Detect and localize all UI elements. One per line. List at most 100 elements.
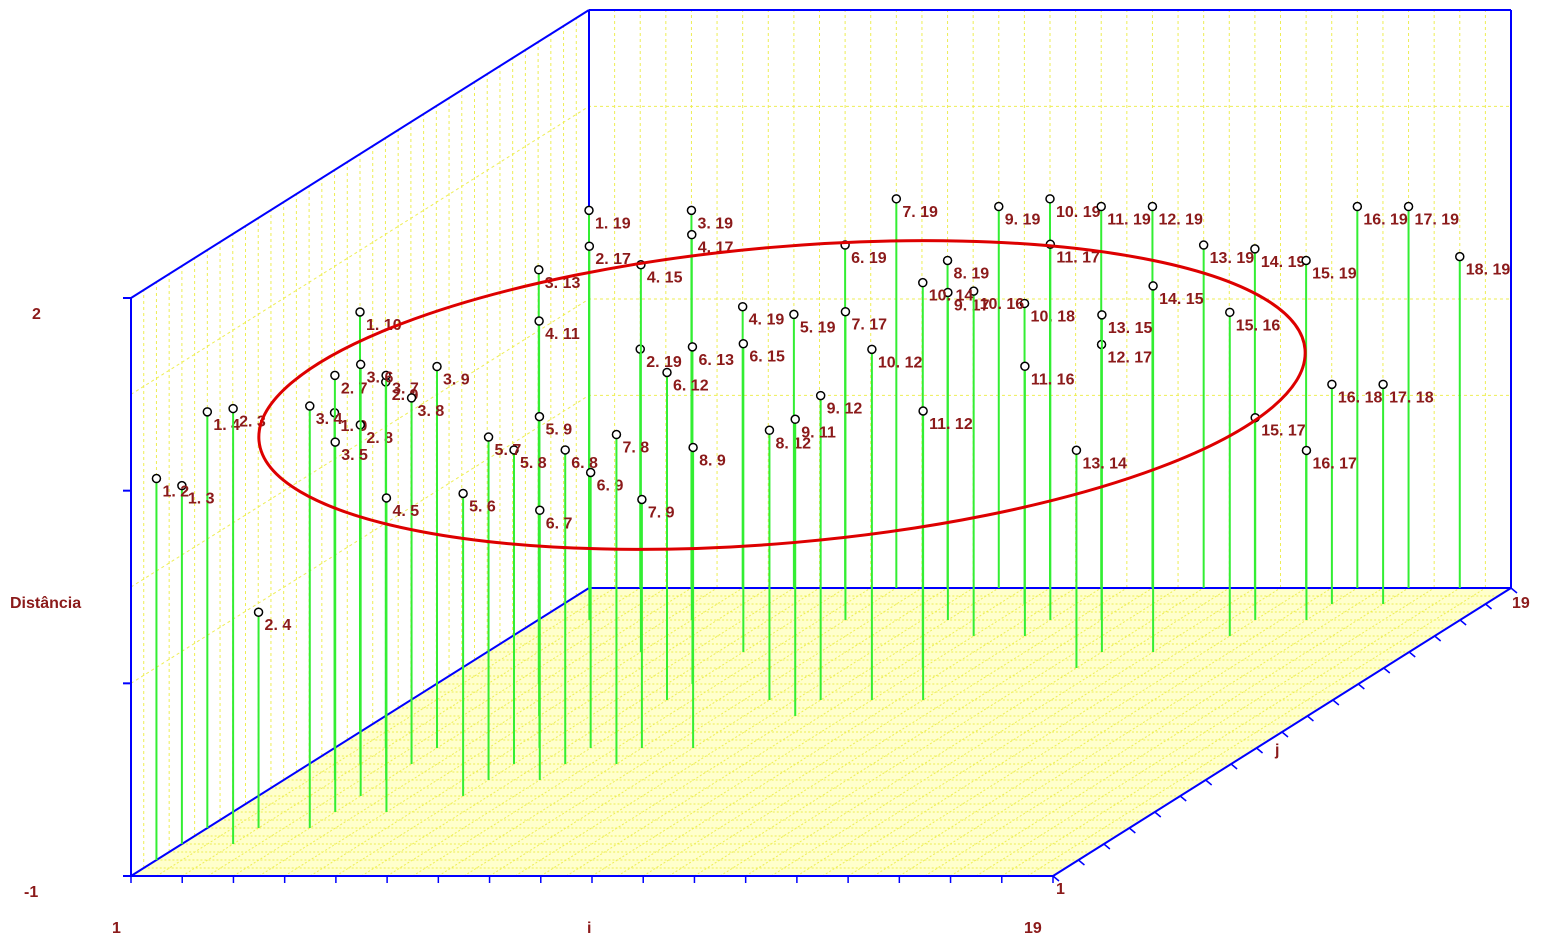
data-point: 7. 9 bbox=[637, 494, 675, 748]
data-point: 13. 15 bbox=[1097, 310, 1153, 652]
point-label: 13. 14 bbox=[1082, 455, 1127, 472]
point-marker bbox=[789, 309, 799, 320]
point-marker bbox=[355, 307, 365, 317]
x-max-tick: 19 bbox=[1024, 920, 1042, 937]
point-label: 4. 15 bbox=[647, 270, 683, 287]
point-label: 11. 16 bbox=[1031, 371, 1075, 388]
data-point: 7. 19 bbox=[891, 194, 938, 588]
j-tick bbox=[1485, 603, 1493, 610]
point-marker bbox=[867, 344, 877, 355]
point-label: 2. 8 bbox=[366, 430, 393, 447]
j-tick bbox=[1077, 859, 1085, 866]
point-label: 3. 7 bbox=[392, 380, 419, 397]
point-label: 10. 19 bbox=[1056, 204, 1101, 221]
highlight-ellipse bbox=[257, 239, 1307, 551]
data-point: 3. 4 bbox=[305, 401, 343, 828]
point-label: 10. 18 bbox=[1031, 308, 1076, 325]
point-marker bbox=[840, 306, 851, 317]
point-marker bbox=[1455, 251, 1465, 262]
point-marker bbox=[1148, 281, 1158, 291]
point-marker bbox=[790, 414, 800, 425]
point-marker bbox=[381, 370, 391, 381]
data-point: 16. 17 bbox=[1301, 445, 1357, 620]
data-point: 5. 8 bbox=[509, 445, 547, 764]
point-marker bbox=[534, 411, 545, 422]
y-min-tick: 1 bbox=[1056, 881, 1065, 898]
point-label: 13. 15 bbox=[1108, 320, 1153, 337]
point-label: 4. 5 bbox=[392, 503, 419, 520]
point-marker bbox=[202, 407, 213, 417]
data-point: 4. 17 bbox=[687, 229, 733, 620]
point-marker bbox=[1225, 307, 1235, 318]
point-marker bbox=[1096, 201, 1106, 212]
data-point: 18. 19 bbox=[1455, 251, 1510, 588]
point-label: 11. 17 bbox=[1056, 249, 1100, 266]
point-marker bbox=[1327, 379, 1337, 390]
point-label: 3. 19 bbox=[697, 215, 733, 232]
point-marker bbox=[330, 437, 340, 447]
point-label: 14. 19 bbox=[1261, 254, 1306, 271]
point-label: 10. 14 bbox=[929, 288, 974, 305]
point-marker bbox=[1403, 201, 1414, 212]
point-marker bbox=[253, 607, 264, 617]
point-label: 9. 12 bbox=[827, 401, 863, 418]
point-label: 2. 19 bbox=[646, 354, 682, 371]
point-label: 5. 7 bbox=[495, 442, 522, 459]
point-label: 10. 16 bbox=[980, 296, 1025, 313]
point-marker bbox=[942, 255, 953, 266]
data-point: 13. 14 bbox=[1071, 445, 1127, 668]
point-marker bbox=[458, 488, 468, 499]
point-label: 3. 9 bbox=[443, 372, 470, 389]
point-marker bbox=[330, 370, 340, 381]
point-marker bbox=[305, 401, 315, 411]
point-marker bbox=[1071, 445, 1082, 456]
data-point: 4. 5 bbox=[381, 493, 419, 812]
point-label: 4. 11 bbox=[545, 326, 580, 343]
j-tick bbox=[1128, 827, 1136, 834]
point-marker bbox=[151, 473, 162, 484]
point-label: 7. 9 bbox=[648, 504, 675, 521]
j-tick bbox=[1230, 763, 1238, 770]
data-point: 15. 19 bbox=[1301, 255, 1357, 588]
point-marker bbox=[687, 342, 698, 352]
point-marker bbox=[737, 301, 748, 312]
data-point: 11. 12 bbox=[918, 406, 973, 700]
data-point: 16. 19 bbox=[1352, 201, 1408, 588]
j-tick bbox=[1459, 619, 1467, 626]
point-marker bbox=[584, 241, 595, 251]
data-point: 15. 16 bbox=[1225, 307, 1280, 636]
point-label: 2. 7 bbox=[341, 380, 368, 397]
data-point: 9. 12 bbox=[815, 390, 863, 700]
point-label: 12. 17 bbox=[1108, 349, 1153, 366]
j-tick bbox=[1306, 715, 1314, 722]
point-label: 17. 18 bbox=[1389, 389, 1434, 406]
point-marker bbox=[432, 361, 442, 372]
point-marker bbox=[381, 493, 392, 503]
z-axis-title: Distância bbox=[10, 595, 81, 612]
point-marker bbox=[1097, 310, 1107, 320]
j-tick bbox=[1103, 843, 1111, 850]
data-point: 2. 17 bbox=[584, 241, 631, 620]
point-label: 6. 9 bbox=[597, 477, 624, 494]
point-marker bbox=[1147, 201, 1158, 212]
data-point: 6. 15 bbox=[738, 338, 785, 652]
point-marker bbox=[1352, 201, 1363, 212]
point-label: 15. 19 bbox=[1312, 265, 1357, 282]
data-point: 2. 3 bbox=[228, 403, 266, 844]
data-point: 17. 18 bbox=[1378, 379, 1434, 604]
point-marker bbox=[509, 445, 519, 455]
point-label: 5. 19 bbox=[800, 319, 836, 336]
j-tick bbox=[1052, 875, 1060, 882]
y-max-tick: 19 bbox=[1512, 595, 1530, 612]
point-marker bbox=[1020, 361, 1030, 372]
point-label: 11. 12 bbox=[929, 416, 973, 433]
data-point: 3. 9 bbox=[432, 361, 470, 748]
data-point: 6. 7 bbox=[535, 505, 573, 780]
point-label: 16. 18 bbox=[1338, 389, 1383, 406]
z-max-tick: 2 bbox=[32, 306, 41, 323]
data-point: 9. 11 bbox=[790, 414, 836, 716]
point-label: 7. 8 bbox=[622, 440, 649, 457]
point-marker bbox=[815, 390, 826, 401]
point-label: 3. 5 bbox=[341, 447, 368, 464]
